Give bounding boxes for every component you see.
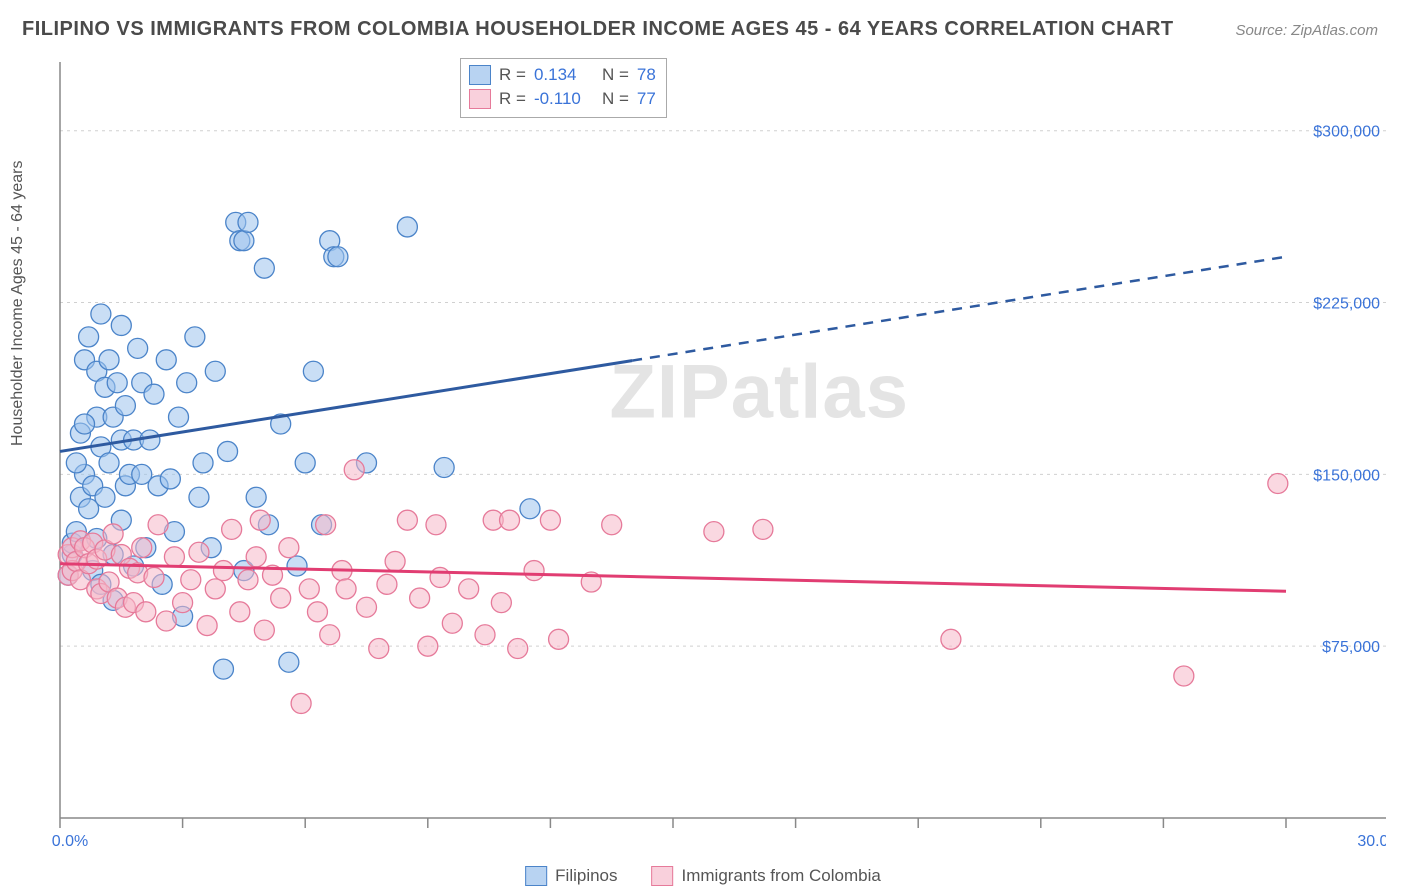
swatch-a-icon xyxy=(469,65,491,85)
source-label: Source: ZipAtlas.com xyxy=(1235,22,1378,39)
chart-title: FILIPINO VS IMMIGRANTS FROM COLOMBIA HOU… xyxy=(22,18,1174,41)
n-value-a: 78 xyxy=(637,63,656,87)
stats-row-b: R = -0.110 N = 77 xyxy=(469,87,656,111)
correlation-stats-box: R = 0.134 N = 78 R = -0.110 N = 77 xyxy=(460,58,667,118)
legend-label-b: Immigrants from Colombia xyxy=(682,866,881,886)
r-label: R = xyxy=(499,87,526,111)
r-value-b: -0.110 xyxy=(534,87,594,111)
svg-text:$225,000: $225,000 xyxy=(1313,296,1380,313)
legend-swatch-a-icon xyxy=(525,866,547,886)
legend-item-b: Immigrants from Colombia xyxy=(652,866,881,886)
r-value-a: 0.134 xyxy=(534,63,594,87)
legend-item-a: Filipinos xyxy=(525,866,617,886)
svg-text:$150,000: $150,000 xyxy=(1313,467,1380,484)
legend-swatch-b-icon xyxy=(652,866,674,886)
n-label: N = xyxy=(602,63,629,87)
n-label: N = xyxy=(602,87,629,111)
n-value-b: 77 xyxy=(637,87,656,111)
chart-legend: Filipinos Immigrants from Colombia xyxy=(525,866,881,886)
y-axis-label: Householder Income Ages 45 - 64 years xyxy=(9,161,27,447)
stats-row-a: R = 0.134 N = 78 xyxy=(469,63,656,87)
svg-text:0.0%: 0.0% xyxy=(52,833,88,850)
svg-text:$75,000: $75,000 xyxy=(1322,639,1380,656)
legend-label-a: Filipinos xyxy=(555,866,617,886)
r-label: R = xyxy=(499,63,526,87)
svg-text:$300,000: $300,000 xyxy=(1313,124,1380,141)
svg-text:30.0%: 30.0% xyxy=(1357,833,1386,850)
swatch-b-icon xyxy=(469,89,491,109)
scatter-plot: $75,000 $150,000 $225,000 $300,000 0.0% 30.0% xyxy=(50,58,1386,864)
